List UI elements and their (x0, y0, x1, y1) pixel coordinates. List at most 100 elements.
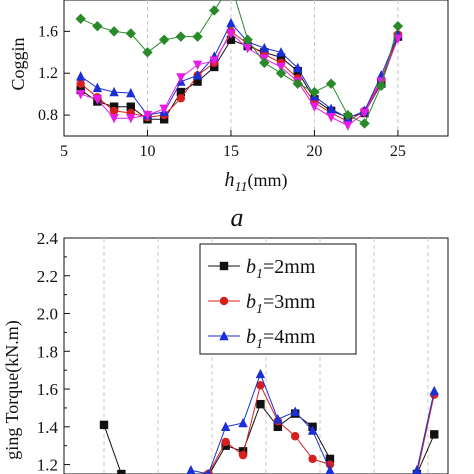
panel-a-point (276, 62, 286, 73)
panel-b-ytick-label: 2.4 (37, 229, 59, 248)
panel-a-point (92, 95, 103, 105)
panel-a-ytick-label: 1.6 (38, 23, 58, 40)
panel-a-point (176, 94, 186, 103)
panel-a-series (75, 0, 404, 131)
panel-b-point (186, 465, 196, 474)
legend-entry-sub: 1 (256, 302, 263, 317)
legend-entry-main: b (246, 256, 256, 278)
panel-b-ytick-label: 1.6 (37, 380, 58, 399)
panel-a-point (343, 121, 353, 131)
panel-a-point (359, 118, 370, 129)
panel-b-chart: 1.21.41.61.82.02.22.4 ging Torque(kN.m) … (2, 229, 449, 474)
panel-a-point (176, 73, 186, 83)
panel-b-axes: 1.2 1.4 1.6 1.8 2.0 2.2 2.4 (37, 229, 70, 474)
panel-a-xlabel-main: h (225, 169, 235, 191)
panel-a-point (275, 68, 287, 79)
panel-a-point (109, 86, 119, 97)
panel-b-point (308, 454, 317, 464)
panel-a-point (242, 43, 253, 54)
panel-a-xtick-label: 25 (390, 143, 406, 160)
legend-marker-2 (219, 330, 229, 341)
panel-b-ytick-label: 1.8 (37, 342, 58, 361)
panel-a-point (176, 87, 186, 97)
panel-b-series-line-2 (416, 390, 435, 471)
panel-a-point (242, 34, 253, 45)
panel-a-point (325, 78, 337, 89)
panel-b-point (205, 468, 211, 474)
panel-a-point (226, 17, 236, 28)
panel-a-point (226, 29, 236, 39)
panel-a-point (326, 112, 336, 123)
panel-a-ytick-label: 0.8 (38, 107, 58, 124)
panel-b-ytick-label: 1.4 (37, 418, 59, 437)
panel-a-point (276, 47, 286, 57)
panel-a-point (142, 47, 153, 58)
panel-a-point (309, 86, 320, 98)
panel-b-series-line-0 (416, 434, 435, 474)
panel-a-ytick-label: 1.2 (38, 65, 58, 82)
panel-a-point (192, 60, 203, 71)
panel-a-point (292, 78, 303, 89)
panel-a-point (126, 114, 136, 124)
panel-a-point (293, 62, 303, 73)
panel-b-point (99, 420, 109, 430)
legend-entry-sub: 1 (256, 267, 263, 282)
panel-a-point (209, 56, 219, 66)
panel-a-point (126, 87, 136, 98)
panel-a-xtick-label: 15 (223, 143, 239, 160)
panel-b-ytick-label: 2.0 (37, 305, 58, 324)
panel-a-point (393, 34, 403, 44)
panel-a-point (75, 89, 86, 100)
legend-entry-value: =4mm (263, 326, 316, 348)
panel-a-point (259, 42, 270, 53)
panel-b-point (325, 460, 335, 469)
legend-entry-2: b1=4mm (246, 326, 316, 352)
panel-a-plot-frame (63, 0, 449, 137)
panel-b-point (290, 432, 300, 441)
panel-a-point (276, 53, 286, 62)
panel-a-xtick-label: 10 (139, 143, 155, 160)
panel-a-point (209, 5, 220, 16)
panel-a-point (92, 20, 103, 32)
panel-b-plot-frame (63, 237, 449, 474)
panel-a-xtick-label: 20 (306, 143, 322, 160)
panel-a-xlabel-sub: 11 (235, 180, 248, 195)
panel-b-ytick-label: 2.2 (37, 267, 58, 286)
legend-marker-1 (219, 296, 229, 306)
panel-a-point (359, 108, 370, 119)
panel-b-point (255, 368, 266, 379)
panel-a-point (342, 109, 354, 121)
panel-b-series (99, 368, 439, 474)
panel-b-ylabel: ging Torque(kN.m) (2, 320, 23, 459)
legend-entry-0: b1=2mm (246, 256, 316, 282)
panel-b-point (325, 465, 335, 474)
panel-a-point (109, 114, 119, 124)
panel-a-point (75, 13, 86, 25)
panel-a-point (392, 20, 404, 32)
panel-a-point (376, 80, 387, 91)
panel-b-ytick-label: 1.2 (37, 456, 58, 474)
panel-a-point (125, 28, 136, 39)
panel-b-point (220, 421, 231, 431)
panel-a-xtick-label: 5 (60, 143, 68, 160)
panel-a-ylabel: Coggin (8, 37, 28, 90)
legend-entry-main: b (246, 326, 256, 348)
panel-a-point (326, 103, 336, 113)
legend-marker-0 (219, 261, 229, 271)
legend-entry-value: =3mm (263, 291, 316, 313)
panel-b-point (117, 469, 126, 474)
panel-a-point (226, 35, 236, 44)
panel-a-point (259, 57, 270, 68)
panel-a-point (193, 77, 202, 86)
panel-b-point (221, 437, 230, 447)
panel-a-xlabel-unit: (mm) (247, 170, 287, 191)
panel-a-point (76, 79, 85, 88)
panel-a-point (175, 31, 187, 42)
panel-b-point (429, 385, 439, 396)
panel-b-series-line-1 (416, 394, 435, 474)
panel-a-point (309, 102, 320, 112)
panel-b-point (273, 414, 283, 424)
panel-b-point (430, 430, 439, 439)
